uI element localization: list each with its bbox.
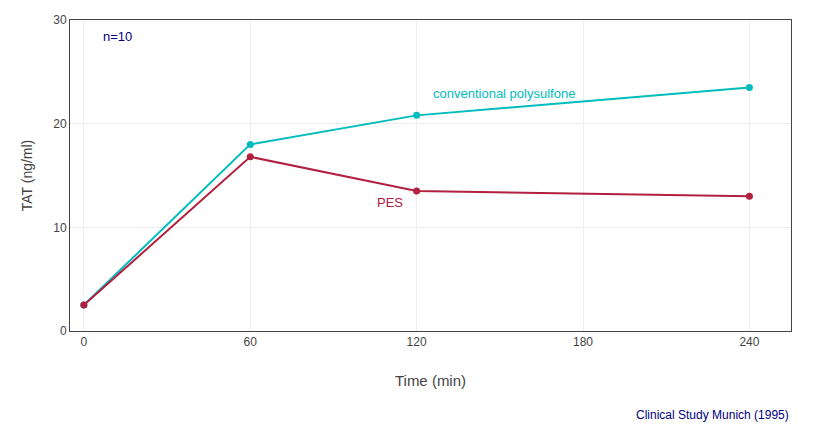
svg-text:0: 0 <box>60 324 67 338</box>
svg-text:180: 180 <box>573 335 593 349</box>
svg-text:0: 0 <box>81 335 88 349</box>
svg-text:20: 20 <box>53 117 67 131</box>
svg-text:120: 120 <box>407 335 427 349</box>
svg-text:n=10: n=10 <box>103 29 132 44</box>
svg-text:Clinical Study Munich (1995): Clinical Study Munich (1995) <box>636 408 789 422</box>
svg-text:60: 60 <box>244 335 258 349</box>
svg-text:240: 240 <box>739 335 759 349</box>
svg-text:30: 30 <box>53 13 67 27</box>
svg-text:conventional polysulfone: conventional polysulfone <box>433 86 575 101</box>
svg-text:TAT (ng/ml): TAT (ng/ml) <box>19 140 35 212</box>
svg-text:PES: PES <box>377 195 403 210</box>
svg-text:Time (min): Time (min) <box>395 372 466 389</box>
svg-text:10: 10 <box>53 221 67 235</box>
